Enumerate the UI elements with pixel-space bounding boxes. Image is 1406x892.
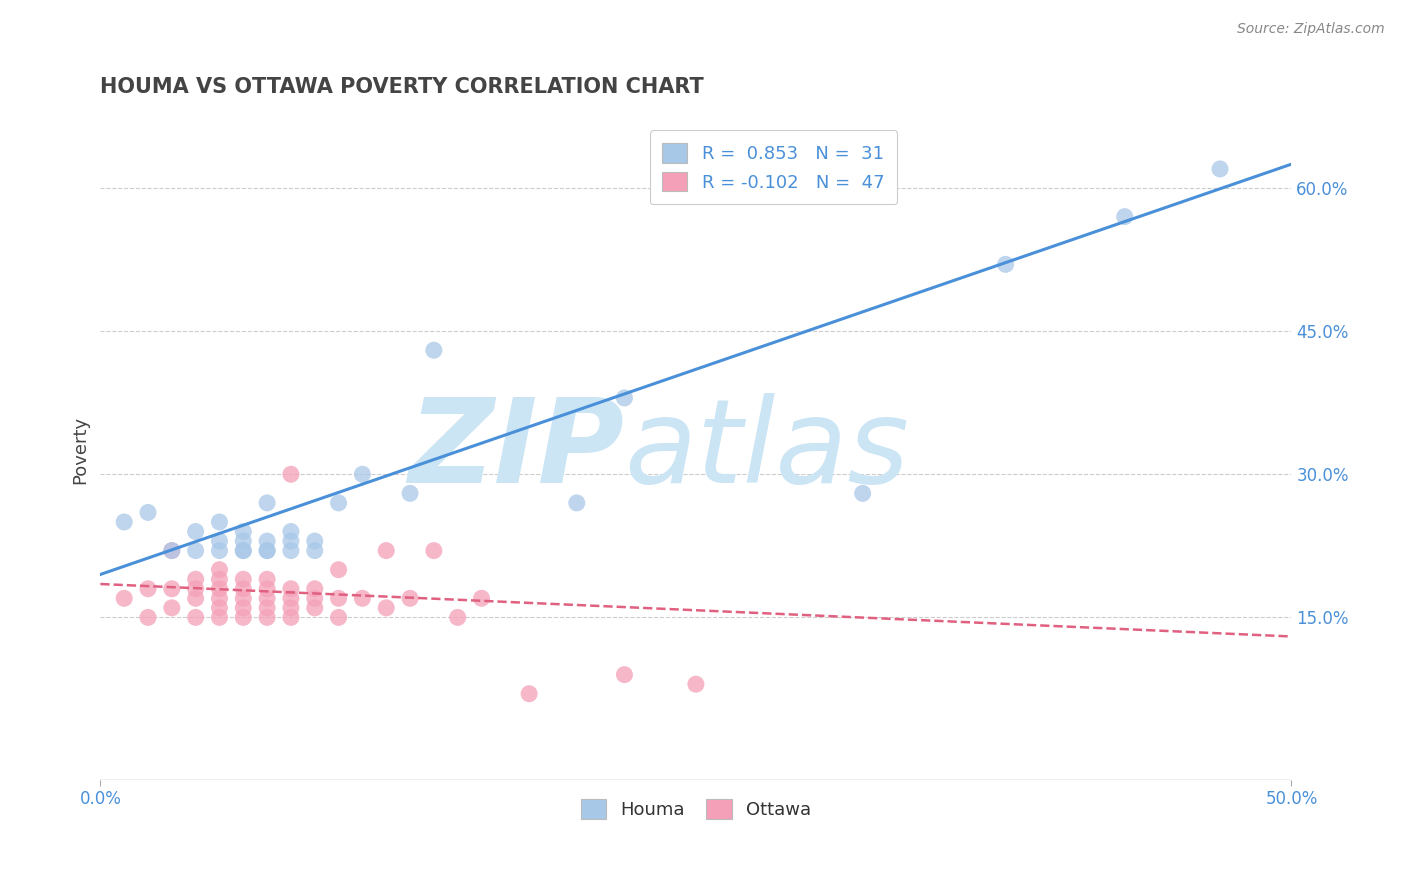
Legend: Houma, Ottawa: Houma, Ottawa (569, 789, 823, 830)
Point (280, 600, 302, 615)
Point (256, 534, 278, 549)
Point (304, 591, 326, 606)
Point (256, 600, 278, 615)
Point (280, 591, 302, 606)
Point (232, 572, 254, 586)
Point (160, 582, 183, 596)
Point (112, 515, 135, 529)
Point (423, 343, 446, 358)
Point (256, 591, 278, 606)
Point (232, 600, 254, 615)
Point (280, 543, 302, 558)
Point (256, 496, 278, 510)
Point (232, 534, 254, 549)
Point (208, 534, 231, 549)
Text: ZIP: ZIP (408, 392, 624, 508)
Point (136, 505, 159, 519)
Point (184, 610, 207, 624)
Text: atlas: atlas (624, 393, 910, 508)
Point (328, 496, 350, 510)
Point (208, 515, 231, 529)
Point (184, 543, 207, 558)
Point (352, 467, 374, 482)
Point (232, 591, 254, 606)
Point (136, 610, 159, 624)
Point (1114, 210, 1136, 224)
Point (328, 610, 350, 624)
Point (352, 591, 374, 606)
Point (613, 391, 636, 405)
Point (517, 687, 540, 701)
Point (280, 524, 302, 539)
Point (328, 591, 350, 606)
Point (136, 582, 159, 596)
Point (613, 667, 636, 681)
Point (280, 582, 302, 596)
Point (256, 543, 278, 558)
Point (208, 543, 231, 558)
Point (256, 610, 278, 624)
Point (280, 534, 302, 549)
Point (160, 543, 183, 558)
Point (184, 591, 207, 606)
Point (232, 543, 254, 558)
Point (399, 591, 422, 606)
Point (208, 572, 231, 586)
Point (232, 582, 254, 596)
Point (565, 496, 588, 510)
Point (280, 467, 302, 482)
Point (160, 600, 183, 615)
Point (256, 543, 278, 558)
Point (304, 543, 326, 558)
Point (447, 610, 470, 624)
Point (423, 543, 446, 558)
Point (304, 600, 326, 615)
Point (470, 591, 492, 606)
Point (184, 524, 207, 539)
Point (685, 677, 707, 691)
Point (375, 543, 398, 558)
Point (208, 600, 231, 615)
Point (304, 534, 326, 549)
Point (160, 543, 183, 558)
Point (256, 582, 278, 596)
Point (328, 563, 350, 577)
Point (375, 600, 398, 615)
Point (112, 591, 135, 606)
Text: HOUMA VS OTTAWA POVERTY CORRELATION CHART: HOUMA VS OTTAWA POVERTY CORRELATION CHAR… (100, 78, 704, 97)
Point (232, 543, 254, 558)
Text: Source: ZipAtlas.com: Source: ZipAtlas.com (1237, 22, 1385, 37)
Point (256, 572, 278, 586)
Point (1209, 161, 1232, 176)
Point (184, 582, 207, 596)
Point (304, 582, 326, 596)
Point (208, 591, 231, 606)
Y-axis label: Poverty: Poverty (72, 417, 89, 484)
Point (184, 572, 207, 586)
Point (208, 610, 231, 624)
Point (232, 610, 254, 624)
Point (852, 486, 875, 500)
Point (399, 486, 422, 500)
Point (208, 582, 231, 596)
Point (994, 257, 1017, 271)
Point (280, 610, 302, 624)
Point (208, 563, 231, 577)
Point (232, 524, 254, 539)
